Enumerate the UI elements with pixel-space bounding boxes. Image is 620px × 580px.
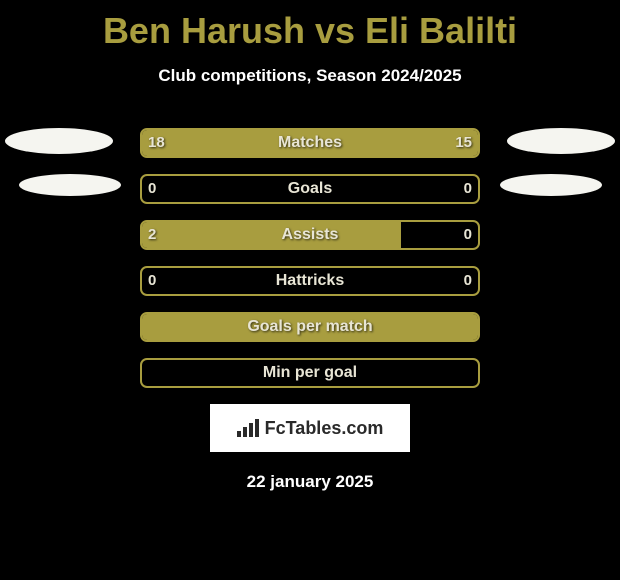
avatar-ellipse: [500, 174, 602, 196]
source-badge-text: FcTables.com: [265, 418, 384, 439]
stat-value-left: 2: [148, 220, 156, 250]
stat-value-right: 0: [464, 220, 472, 250]
stat-value-right: 15: [455, 128, 472, 158]
stat-value-left: 0: [148, 266, 156, 296]
stat-bar-bg: [140, 266, 480, 296]
stat-row: Hattricks00: [0, 266, 620, 296]
avatar-ellipse: [5, 128, 113, 154]
stat-bar-left: [142, 130, 325, 156]
stats-chart: Matches1815Goals00Assists20Hattricks00Go…: [0, 128, 620, 388]
stat-row: Min per goal: [0, 358, 620, 388]
bars-icon: [237, 419, 259, 437]
stat-value-left: 0: [148, 174, 156, 204]
source-badge: FcTables.com: [210, 404, 410, 452]
stat-bar-bg: [140, 358, 480, 388]
page-title: Ben Harush vs Eli Balilti: [0, 0, 620, 52]
stat-bar-bg: [140, 128, 480, 158]
stat-value-right: 0: [464, 266, 472, 296]
date-text: 22 january 2025: [0, 472, 620, 492]
subtitle: Club competitions, Season 2024/2025: [0, 66, 620, 86]
stat-bar-bg: [140, 220, 480, 250]
stat-bar-bg: [140, 312, 480, 342]
stat-bar-bg: [140, 174, 480, 204]
avatar-ellipse: [19, 174, 121, 196]
stat-value-right: 0: [464, 174, 472, 204]
stat-row: Assists20: [0, 220, 620, 250]
stat-bar-left: [142, 222, 401, 248]
stat-value-left: 18: [148, 128, 165, 158]
avatar-ellipse: [507, 128, 615, 154]
stat-bar-left: [142, 314, 478, 340]
stat-row: Goals per match: [0, 312, 620, 342]
